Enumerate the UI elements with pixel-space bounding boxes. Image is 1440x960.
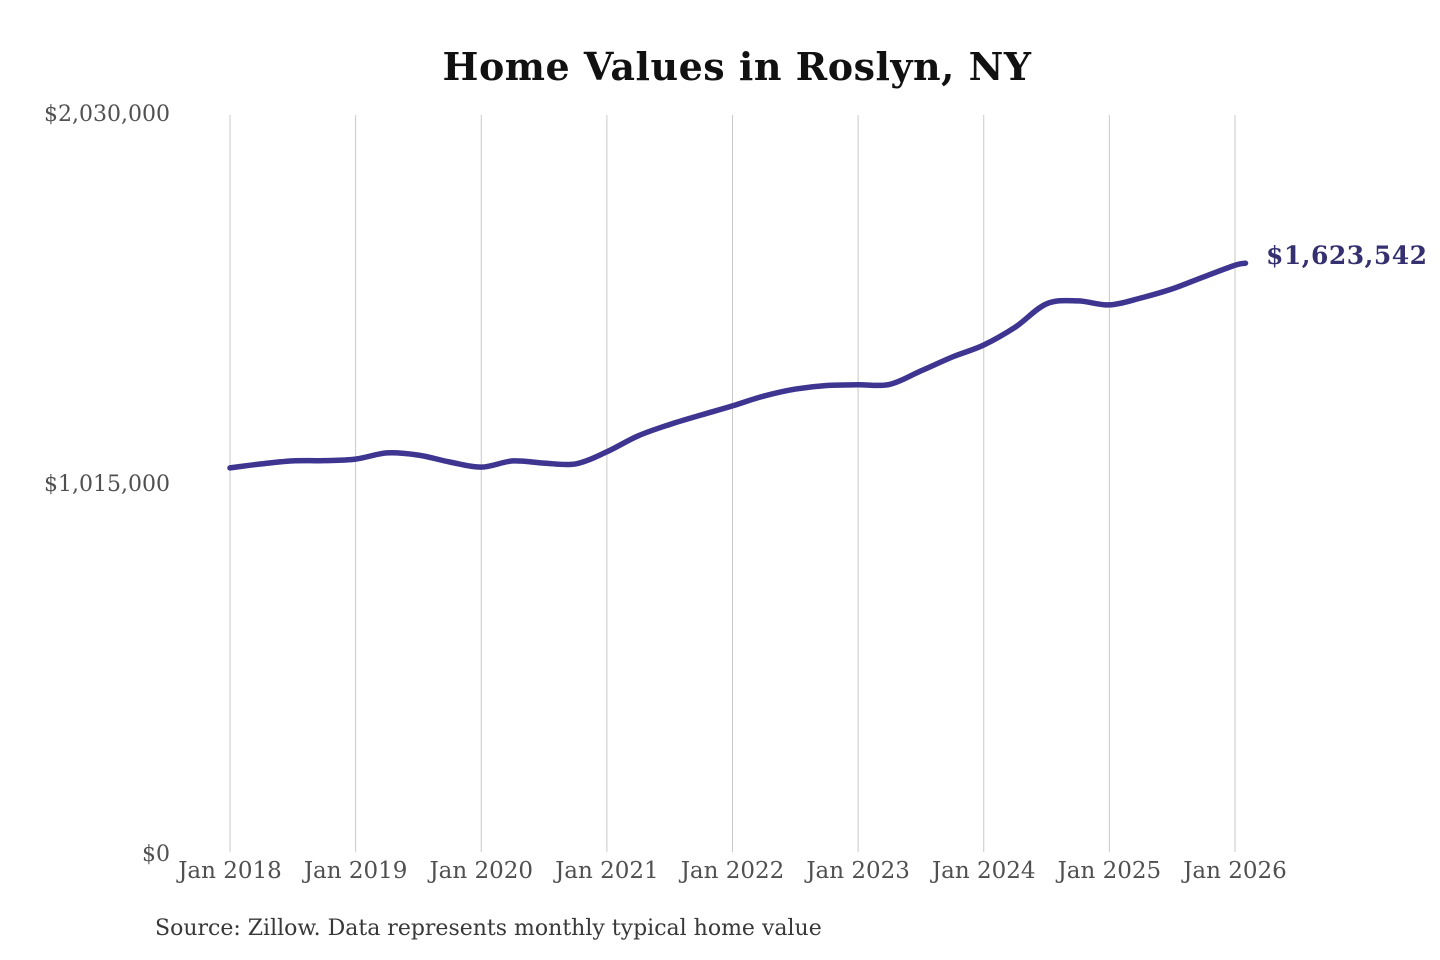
y-axis-label-1015000: $1,015,000 xyxy=(44,472,170,497)
x-axis-label-jan-2019: Jan 2019 xyxy=(303,858,408,884)
year-gridlines xyxy=(229,115,1236,852)
y-axis-label-2030000: $2,030,000 xyxy=(44,102,170,127)
x-axis-label-jan-2025: Jan 2025 xyxy=(1057,858,1162,884)
x-axis-label-jan-2022: Jan 2022 xyxy=(680,858,785,884)
x-axis-label-jan-2023: Jan 2023 xyxy=(806,858,910,884)
home-value-line-series xyxy=(227,260,1249,471)
x-axis-label-jan-2021: Jan 2021 xyxy=(555,858,659,884)
chart-title: Home Values in Roslyn, NY xyxy=(442,44,1032,89)
latest-value-label: $1,623,542 xyxy=(1266,241,1428,270)
x-axis-label-jan-2020: Jan 2020 xyxy=(429,858,534,884)
y-axis-label-0: $0 xyxy=(142,842,170,867)
x-axis-label-jan-2024: Jan 2024 xyxy=(931,858,1036,884)
source-attribution: Source: Zillow. Data represents monthly … xyxy=(155,916,822,941)
x-axis-label-jan-2018: Jan 2018 xyxy=(178,858,282,884)
x-axis-label-jan-2026: Jan 2026 xyxy=(1183,858,1287,884)
